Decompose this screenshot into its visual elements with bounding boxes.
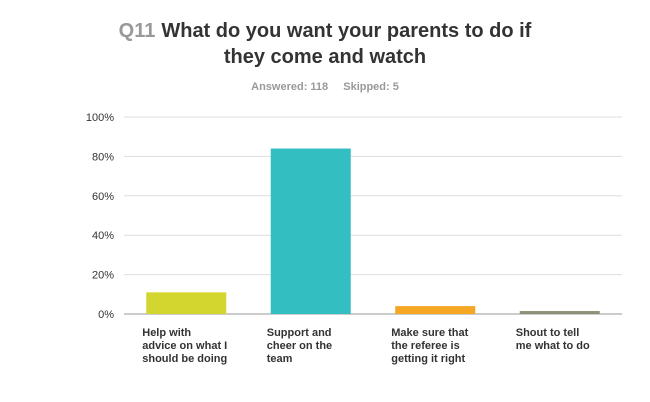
- x-category-label: Shout to tell me what to do: [516, 327, 616, 353]
- response-stats: Answered: 118 Skipped: 5: [0, 81, 650, 93]
- y-tick-label: 0%: [98, 309, 114, 321]
- x-category-label-line: Shout to tell: [515, 327, 580, 339]
- y-tick-label: 80%: [92, 151, 114, 163]
- x-category-label-line: Support and: [266, 327, 332, 339]
- x-category-label-line: Help with: [142, 327, 192, 339]
- x-category-label-line: Make sure that: [391, 327, 469, 339]
- title-line-2: they come and watch: [223, 46, 427, 68]
- bar: [395, 306, 476, 314]
- title-line-1: What do you want your parents to do if: [161, 20, 532, 42]
- x-category-label-line: should be doing: [142, 353, 228, 365]
- x-category-label-line: me what to do: [515, 340, 590, 352]
- x-category-label: Support and cheer on the team: [267, 327, 367, 366]
- answered-count: Answered: 118: [251, 81, 329, 93]
- chart-title: Q11 What do you want your parents to do i…: [0, 18, 650, 70]
- x-category-label-line: cheer on the: [266, 340, 333, 352]
- x-category-label: Make sure that the referee is getting it r…: [391, 327, 491, 366]
- x-category-label-line: getting it right: [391, 353, 466, 365]
- bar: [519, 311, 600, 314]
- x-category-label-line: team: [266, 353, 293, 365]
- bar: [146, 292, 227, 314]
- x-category-label-line: the referee is: [391, 340, 460, 352]
- bar: [270, 148, 351, 314]
- question-number: Q11: [118, 20, 156, 42]
- y-tick-label: 100%: [86, 112, 114, 124]
- y-tick-label: 20%: [92, 270, 114, 282]
- skipped-count: Skipped: 5: [343, 81, 399, 93]
- x-category-label-line: advice on what I: [142, 340, 228, 352]
- y-tick-label: 60%: [92, 191, 114, 203]
- y-tick-label: 40%: [92, 230, 114, 242]
